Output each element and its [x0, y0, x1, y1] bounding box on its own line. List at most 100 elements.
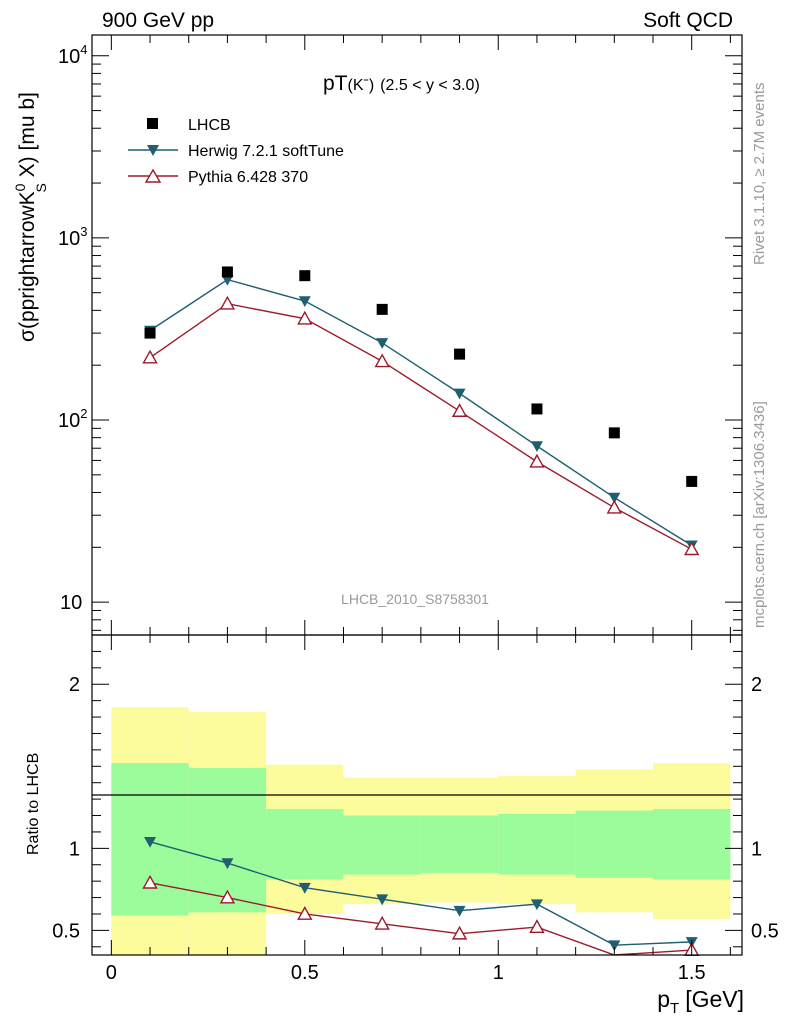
herwig-point-5	[530, 441, 543, 452]
ratio-tick-label-left-1: 1	[69, 838, 80, 860]
pythia-ratio-point-5	[529, 919, 545, 934]
title-rest: (2.5 < y < 3.0)	[380, 77, 480, 94]
pythia-ratio-point-4	[451, 925, 468, 940]
herwig-point-2	[298, 296, 311, 308]
herwig-ratio-point-6	[608, 940, 621, 952]
band-inner-3	[343, 815, 421, 875]
legend: LHCB Herwig 7.2.1 softTune Pythia 6.428 …	[128, 117, 344, 186]
title-sub: (Kˉ)	[348, 77, 375, 94]
header-left: 900 GeV pp	[102, 9, 214, 32]
y-tick-label-3: 104	[58, 42, 87, 68]
herwig-point-6	[608, 492, 621, 504]
y-tick-base-2: 10	[58, 228, 80, 250]
band-inner-7	[653, 808, 731, 880]
pythia-point-1	[219, 295, 236, 310]
pythia-point-5	[529, 453, 545, 468]
herwig-ratio-point-2	[298, 882, 311, 894]
pythia-point-6	[606, 499, 623, 514]
ratio-series	[142, 836, 700, 956]
y-tick-base-3: 10	[58, 46, 80, 68]
lhcb-point-1	[221, 266, 233, 278]
lhcb-point-7	[686, 475, 698, 487]
lhcb-point-4	[454, 348, 466, 360]
y-tick-label-2: 103	[58, 224, 87, 250]
legend-marker-herwig	[147, 145, 159, 156]
y-tick-exp-1: 2	[80, 406, 87, 421]
pythia-ratio-point-2	[297, 906, 313, 920]
x-axis-label: pT [GeV]	[657, 986, 744, 1017]
pythia-point-3	[374, 353, 390, 368]
legend-label-pythia: Pythia 6.428 370	[188, 169, 308, 186]
pythia-point-0	[142, 349, 158, 364]
analysis-label: LHCB_2010_S8758301	[341, 591, 489, 607]
side-label-bottom: mcplots.cern.ch [arXiv:1306.3436]	[751, 401, 768, 628]
legend-marker-lhcb	[147, 118, 158, 129]
herwig-ratio-point-4	[453, 905, 466, 917]
ratio-tick-label-left-2: 2	[69, 674, 80, 696]
y-axis-label: σ(pprightarrowK0 S X) [mu b]	[12, 92, 49, 342]
lhcb-point-2	[299, 270, 311, 282]
x-tick-label-2: 1	[493, 962, 504, 984]
herwig-point-4	[453, 388, 466, 400]
y-tick-exp-3: 4	[80, 42, 87, 57]
x-axis-label-sub: T	[670, 1000, 679, 1017]
band-inner-2	[266, 808, 344, 880]
y-axis-label-sup: 0	[12, 183, 28, 191]
y-tick-base-0: 10	[60, 592, 82, 614]
legend-marker-pythia	[144, 168, 162, 183]
pythia-ratio-point-0	[142, 874, 158, 889]
pythia-ratio-point-1	[219, 889, 236, 904]
herwig-point-1	[221, 274, 234, 286]
main-line-pythia	[149, 302, 693, 550]
y-axis-label-rest: X) [mu b]	[16, 92, 39, 183]
ratio-tick-label-right-1: 1	[751, 838, 762, 860]
axis-ticks	[92, 35, 742, 955]
band-inner-5	[498, 813, 576, 875]
lhcb-point-0	[144, 327, 156, 339]
y-tick-exp-2: 3	[80, 224, 87, 239]
lhcb-point-3	[376, 303, 388, 315]
ratio-line-herwig	[149, 841, 692, 946]
ratio-line-pythia	[149, 882, 692, 956]
pythia-point-4	[451, 403, 468, 417]
y-tick-label-0: 10	[60, 592, 82, 614]
band-inner-1	[188, 767, 267, 913]
pythia-point-2	[297, 310, 313, 325]
header-right: Soft QCD	[643, 9, 733, 32]
pythia-point-7	[684, 541, 700, 556]
y-tick-base-1: 10	[58, 410, 80, 432]
herwig-ratio-point-1	[221, 858, 234, 870]
main-line-herwig	[149, 278, 693, 546]
ratio-tick-label-right-2: 2	[751, 674, 762, 696]
y-tick-label-1: 102	[58, 406, 87, 432]
legend-label-herwig: Herwig 7.2.1 softTune	[188, 143, 344, 160]
herwig-ratio-point-5	[530, 899, 543, 911]
lhcb-point-5	[531, 403, 543, 415]
x-tick-label-0: 0	[106, 962, 117, 984]
x-axis-label-main: p	[657, 986, 670, 1012]
band-inner-4	[420, 815, 499, 873]
plot-title: pT(Kˉ) (2.5 < y < 3.0)	[323, 72, 480, 95]
x-axis-label-unit: [GeV]	[685, 986, 744, 1012]
ratio-bands	[111, 707, 731, 955]
legend-label-lhcb: LHCB	[188, 117, 231, 134]
herwig-ratio-point-3	[376, 894, 389, 906]
main-series	[142, 266, 700, 556]
herwig-ratio-point-0	[144, 836, 157, 848]
title-main: pT	[323, 72, 348, 95]
ratio-y-axis-label: Ratio to LHCB	[25, 753, 42, 855]
herwig-point-3	[376, 338, 389, 349]
y-axis-label-sub: S	[33, 183, 49, 192]
x-tick-label-1: 0.5	[291, 962, 319, 984]
ratio-frame	[91, 634, 743, 956]
y-axis-label-base: σ(pprightarrowK	[16, 191, 39, 342]
ratio-tick-label-right-0: 0.5	[751, 920, 779, 942]
x-tick-label-3: 1.5	[678, 962, 706, 984]
band-inner-6	[575, 810, 654, 878]
ratio-tick-label-left-0: 0.5	[52, 920, 80, 942]
pythia-ratio-point-3	[374, 915, 390, 930]
lhcb-point-6	[608, 427, 620, 439]
side-label-top: Rivet 3.1.10, ≥ 2.7M events	[751, 83, 768, 266]
